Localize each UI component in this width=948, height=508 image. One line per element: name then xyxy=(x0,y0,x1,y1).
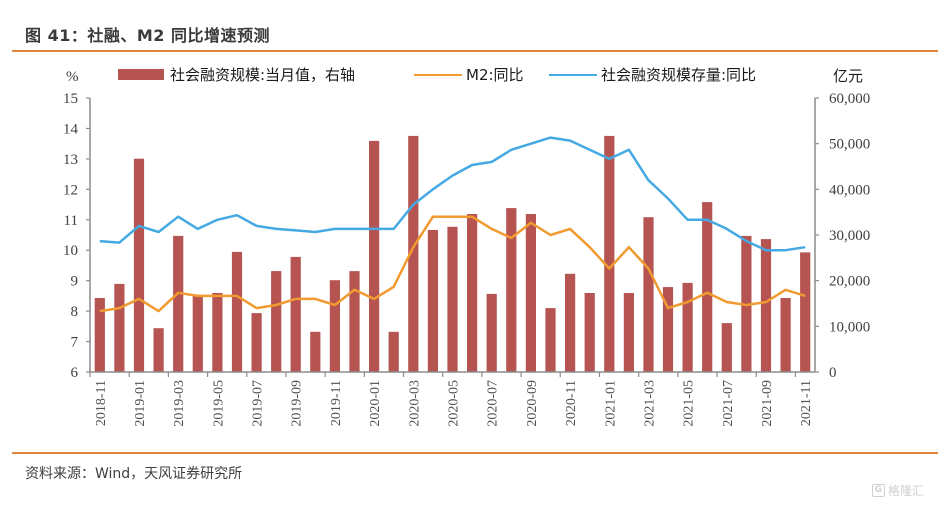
bar xyxy=(173,235,184,372)
right-tick-label: 0 xyxy=(829,365,837,381)
left-tick-label: 15 xyxy=(63,91,78,107)
bar xyxy=(329,280,340,372)
bar xyxy=(153,328,164,372)
bar xyxy=(427,230,438,372)
bar xyxy=(486,293,497,372)
bar xyxy=(545,308,556,372)
watermark: G 格隆汇 xyxy=(872,482,924,499)
x-tick-label: 2019-05 xyxy=(211,380,226,427)
bar xyxy=(231,251,243,372)
bar xyxy=(271,271,282,372)
bar xyxy=(721,323,732,372)
bar xyxy=(388,331,399,372)
right-tick-label: 10,000 xyxy=(829,319,870,335)
right-tick-label: 60,000 xyxy=(829,91,870,107)
bar xyxy=(506,208,517,372)
watermark-logo-icon: G xyxy=(872,484,885,497)
bar xyxy=(94,298,105,372)
bar xyxy=(467,214,478,372)
x-tick-label: 2020-09 xyxy=(525,380,540,427)
axes: 6 7 8 9 10 11 12 13 14 15 0 10,000 20,000 30,000 40,00… xyxy=(63,91,870,427)
bar xyxy=(800,252,811,372)
bar xyxy=(192,294,203,372)
source-divider xyxy=(12,452,938,454)
x-tick-label: 2021-07 xyxy=(721,380,736,427)
left-tick-label: 6 xyxy=(71,365,79,381)
bar xyxy=(133,158,145,372)
x-tick-label: 2019-09 xyxy=(290,380,305,427)
left-tick-label: 13 xyxy=(63,152,78,168)
bar xyxy=(525,214,536,372)
legend-swatch-bar xyxy=(118,69,164,80)
legend: 社会融资规模:当月值，右轴 M2:同比 社会融资规模存量:同比 xyxy=(118,66,756,84)
x-tick-label: 2020-07 xyxy=(486,380,501,427)
bar xyxy=(702,202,713,372)
bar xyxy=(447,226,458,372)
bar xyxy=(251,313,262,372)
left-tick-label: 7 xyxy=(71,335,79,351)
left-tick-label: 9 xyxy=(71,274,79,290)
bar xyxy=(369,140,380,372)
left-tick-label: 12 xyxy=(63,182,78,198)
x-tick-label: 2021-05 xyxy=(682,380,697,427)
bar xyxy=(662,287,674,372)
x-tick-label: 2019-03 xyxy=(172,380,187,427)
right-tick-label: 40,000 xyxy=(829,182,870,198)
bar xyxy=(584,293,595,372)
left-tick-label: 10 xyxy=(63,243,78,259)
line-series xyxy=(99,136,806,313)
bar xyxy=(212,293,223,372)
bar xyxy=(780,298,791,372)
source-note: 资料来源：Wind，天风证券研究所 xyxy=(25,466,243,482)
bar xyxy=(310,331,321,372)
left-tick-label: 14 xyxy=(63,121,79,137)
right-tick-label: 20,000 xyxy=(829,274,870,290)
bar xyxy=(114,283,125,372)
bar xyxy=(623,293,634,372)
chart: 6 7 8 9 10 11 12 13 14 15 0 10,000 20,000 30,000 40,00… xyxy=(63,66,870,427)
bar-series xyxy=(94,135,811,372)
legend-label-stock: 社会融资规模存量:同比 xyxy=(601,66,756,84)
bar xyxy=(604,135,615,372)
legend-label-bar: 社会融资规模:当月值，右轴 xyxy=(170,66,355,84)
x-tick-label: 2019-01 xyxy=(133,380,148,427)
x-tick-label: 2020-01 xyxy=(368,380,383,427)
left-tick-label: 8 xyxy=(71,304,79,320)
bar xyxy=(290,256,301,372)
left-tick-label: 11 xyxy=(64,213,78,229)
x-tick-label: 2021-11 xyxy=(799,380,814,426)
x-tick-label: 2020-05 xyxy=(447,380,462,427)
bar xyxy=(760,239,772,372)
x-tick-label: 2019-11 xyxy=(329,380,344,426)
left-axis-unit: % xyxy=(66,69,79,85)
bar xyxy=(682,282,693,372)
bar xyxy=(643,217,654,372)
legend-label-m2: M2:同比 xyxy=(466,66,524,84)
x-tick-label: 2020-11 xyxy=(564,380,579,426)
title-divider xyxy=(12,50,938,52)
x-tick-label: 2021-09 xyxy=(760,380,775,427)
watermark-text: 格隆汇 xyxy=(888,484,925,498)
bar xyxy=(565,273,576,372)
right-axis-unit: 亿元 xyxy=(833,67,863,85)
x-tick-label: 2018-11 xyxy=(94,380,109,426)
bar xyxy=(349,271,360,372)
x-tick-label: 2021-01 xyxy=(603,380,618,427)
right-tick-label: 50,000 xyxy=(829,137,870,153)
bar xyxy=(408,135,419,372)
x-tick-label: 2020-03 xyxy=(407,380,422,427)
figure-title: 图 41：社融、M2 同比增速预测 xyxy=(25,26,270,45)
right-tick-label: 30,000 xyxy=(829,228,870,244)
x-tick-label: 2019-07 xyxy=(251,380,266,427)
x-tick-label: 2021-03 xyxy=(642,380,657,427)
